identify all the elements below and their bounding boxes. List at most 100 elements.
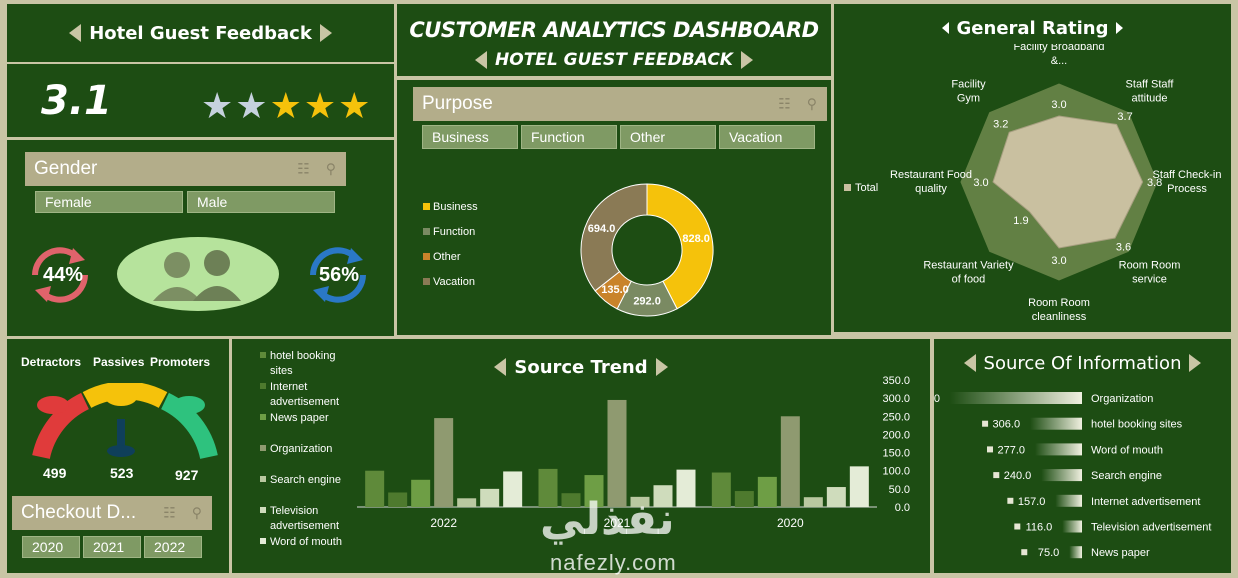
radar-value-label: 3.2 (993, 119, 1008, 131)
neutral-face-icon (105, 388, 137, 406)
star-icon: ★ (235, 85, 268, 126)
radar-category-label: Restaurant Food quality (890, 169, 972, 195)
radar-value-label: 3.0 (1051, 255, 1066, 267)
legend-label: Internet advertisement (270, 381, 339, 408)
gender-button-female[interactable]: Female (35, 191, 183, 213)
legend-label: hotel booking sites (270, 350, 335, 377)
legend-swatch (260, 476, 266, 482)
center-panel: CUSTOMER ANALYTICS DASHBOARD HOTEL GUEST… (397, 4, 831, 335)
source-bar-marker (1014, 523, 1021, 530)
legend-label: Other (433, 251, 461, 263)
donut-data-label: 292.0 (633, 295, 661, 307)
gender-slicer-header: Gender ☷ ⚲ (25, 152, 346, 186)
radar-value-label: 3.7 (1117, 111, 1132, 123)
legend-label: Vacation (433, 276, 475, 288)
source-data-label: 116.0 (1026, 522, 1053, 534)
source-bar (1030, 417, 1082, 430)
x-tick-label: 2022 (430, 516, 457, 530)
donut-slice (580, 183, 648, 292)
radar-value-label: 3.0 (1051, 99, 1066, 111)
multi-select-icon[interactable]: ☷ (778, 95, 791, 112)
legend-swatch (423, 253, 430, 260)
radar-value-label: 3.6 (1116, 241, 1131, 253)
sad-face-icon (37, 396, 69, 414)
gender-button-label: Male (197, 194, 228, 210)
source-bar (1055, 494, 1082, 507)
multi-select-icon[interactable]: ☷ (297, 160, 310, 177)
watermark-latin: nafezly.com (550, 550, 677, 575)
chevron-right-icon (319, 24, 332, 42)
trend-bar (676, 469, 696, 507)
clear-filter-icon[interactable]: ⚲ (191, 504, 202, 521)
trend-bar (630, 496, 650, 507)
y-tick-label: 0.0 (895, 502, 910, 514)
source-bar (1062, 520, 1082, 533)
source-bar-marker (993, 472, 1000, 479)
x-tick-label: 2021 (604, 516, 631, 530)
trend-bar (457, 498, 477, 507)
radar-value-label: 3.8 (1147, 177, 1162, 189)
dashboard-subtitle-banner: HOTEL GUEST FEEDBACK (397, 48, 831, 72)
legend-label: News paper (270, 412, 329, 424)
purpose-button-label: Business (432, 129, 489, 145)
checkout-button-2022[interactable]: 2022 (144, 536, 202, 558)
source-data-label: 306.0 (993, 419, 1021, 431)
trend-bar (503, 471, 523, 507)
chevron-left-icon (963, 354, 976, 372)
nps-gauge (32, 383, 218, 460)
female-percentage: 44% (43, 264, 84, 286)
star-icon: ★ (303, 85, 337, 126)
star-rating: ★★★★★ (201, 88, 381, 124)
radar-category-label: Staff Check-in Process (1153, 169, 1222, 195)
general-rating-radar-chart: Facility Broadband &... 3.0 Staff Staff atti… (844, 44, 1222, 323)
source-category-label: Organization (1091, 393, 1153, 405)
nps-label-promoters: Promoters (150, 355, 211, 369)
source-bar (1069, 546, 1082, 559)
clear-filter-icon[interactable]: ⚲ (325, 160, 336, 177)
source-info-bar-chart: 778.0 Organization 306.0 hotel booking site… (934, 392, 1211, 559)
purpose-button-vacation[interactable]: Vacation (719, 125, 815, 149)
purpose-button-function[interactable]: Function (521, 125, 617, 149)
source-bar (1035, 443, 1082, 456)
clear-filter-icon[interactable]: ⚲ (806, 95, 817, 112)
trend-bar (734, 491, 754, 507)
radar-value-label: 1.9 (1013, 215, 1028, 227)
checkout-button-2020[interactable]: 2020 (22, 536, 80, 558)
checkout-button-2021[interactable]: 2021 (83, 536, 141, 558)
source-trend-bar-chart: 0.0 50.0 100.0 150.0 200.0 250.0 300.0 350.0 202… (260, 350, 910, 548)
trend-bar (434, 418, 454, 507)
purpose-button-other[interactable]: Other (620, 125, 716, 149)
purpose-donut-chart: 828.0 292.0 135.0 694.0 Business Function Othe… (423, 183, 714, 317)
source-trend-banner: Source Trend (232, 355, 930, 379)
source-bar (950, 392, 1082, 404)
watermark-arabic: نفذلي (540, 494, 675, 545)
trend-bar (757, 476, 777, 507)
y-tick-label: 250.0 (882, 411, 910, 423)
chevron-left-icon (941, 22, 949, 34)
trend-bar (538, 468, 558, 507)
legend-label: Word of mouth (270, 536, 342, 548)
donut-data-label: 135.0 (601, 284, 629, 296)
legend-swatch (423, 228, 430, 235)
trend-bar (653, 485, 673, 507)
gender-button-male[interactable]: Male (187, 191, 335, 213)
general-rating-banner: General Rating (834, 16, 1231, 40)
source-trend-title: Source Trend (514, 356, 648, 378)
source-trend-panel: Source Trend 0.0 50.0 100.0 150.0 200.0 250.0… (232, 339, 930, 573)
radar-category-label: Restaurant Variety of food (923, 260, 1014, 286)
checkout-slicer-header: Checkout D... ☷ ⚲ (12, 496, 212, 530)
purpose-button-label: Function (531, 129, 585, 145)
donut-slice (646, 183, 714, 310)
legend-swatch (260, 538, 266, 544)
source-category-label: Word of mouth (1091, 444, 1163, 456)
title-banner: Hotel Guest Feedback (7, 4, 394, 62)
happy-face-icon (173, 396, 205, 414)
purpose-button-business[interactable]: Business (422, 125, 518, 149)
legend-label: Search engine (270, 474, 341, 486)
trend-bar (711, 472, 731, 507)
multi-select-icon[interactable]: ☷ (163, 504, 176, 521)
y-tick-label: 300.0 (882, 393, 910, 405)
legend-swatch (260, 507, 266, 513)
trend-bar (607, 399, 627, 507)
legend-swatch (260, 445, 266, 451)
